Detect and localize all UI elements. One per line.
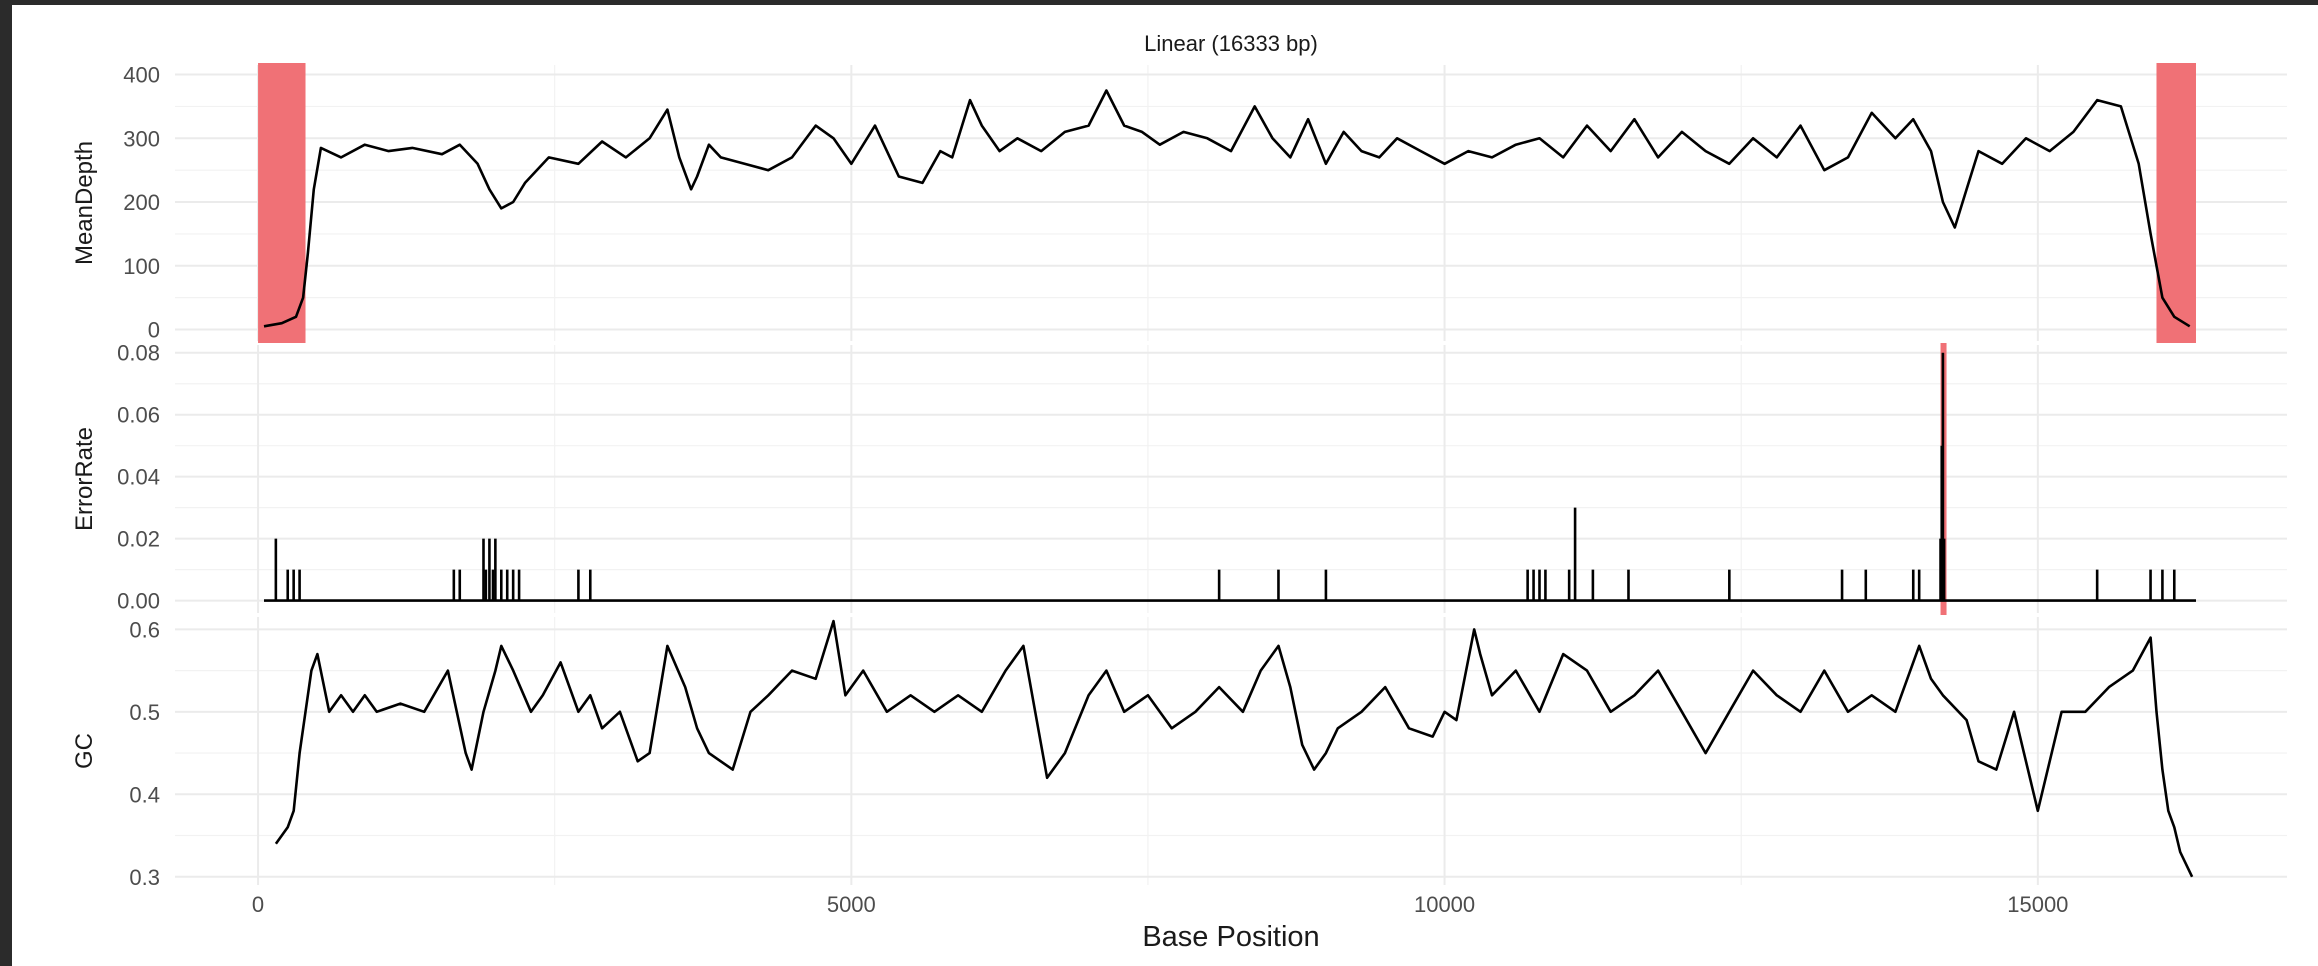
panel-3-y-tick-label: 0.6 <box>129 617 160 642</box>
x-tick-label: 0 <box>252 892 264 917</box>
panel-2-y-axis-label: ErrorRate <box>71 427 98 531</box>
series-layer <box>263 89 2196 878</box>
panel-3-y-tick-label: 0.4 <box>129 782 160 807</box>
x-tick-label: 15000 <box>2007 892 2068 917</box>
tick-layer: 0 100 200 300 400 MeanDepth 0.00 0.02 0.04 0.06 0.… <box>71 63 2068 917</box>
chart-frame: 0 100 200 300 400 MeanDepth 0.00 0.02 0.04 0.06 0.… <box>12 5 2318 966</box>
x-tick-label: 5000 <box>827 892 876 917</box>
panel-2-y-tick-label: 0.04 <box>117 465 160 490</box>
grid-layer <box>175 65 2287 885</box>
panel-1-y-axis-label: MeanDepth <box>71 141 98 265</box>
panel-1-y-tick-label: 400 <box>123 63 160 88</box>
panel-1-highlight-region <box>258 63 306 343</box>
panel-2-y-tick-label: 0.02 <box>117 527 160 552</box>
panel-1-series-line <box>263 89 2191 328</box>
x-tick-label: 10000 <box>1414 892 1475 917</box>
x-axis-label: Base Position <box>1142 921 1319 953</box>
highlight-layer <box>258 63 2196 615</box>
panel-1-y-tick-label: 300 <box>123 126 160 151</box>
panel-2-y-tick-label: 0.06 <box>117 403 160 428</box>
panel-3-y-tick-label: 0.3 <box>129 865 160 890</box>
panel-3-y-axis-label: GC <box>71 733 98 769</box>
panel-1-highlight-region <box>2156 63 2196 343</box>
chart-title: Linear (16333 bp) <box>1144 31 1318 56</box>
panel-3-y-tick-label: 0.5 <box>129 700 160 725</box>
panel-2-y-tick-label: 0.08 <box>117 341 160 366</box>
panel-1-y-tick-label: 0 <box>148 318 160 343</box>
panel-3-series-line <box>274 619 2194 878</box>
coverage-chart: 0 100 200 300 400 MeanDepth 0.00 0.02 0.04 0.06 0.… <box>71 31 2287 953</box>
panel-1-y-tick-label: 100 <box>123 254 160 279</box>
panel-1-y-tick-label: 200 <box>123 190 160 215</box>
panel-2-y-tick-label: 0.00 <box>117 589 160 614</box>
